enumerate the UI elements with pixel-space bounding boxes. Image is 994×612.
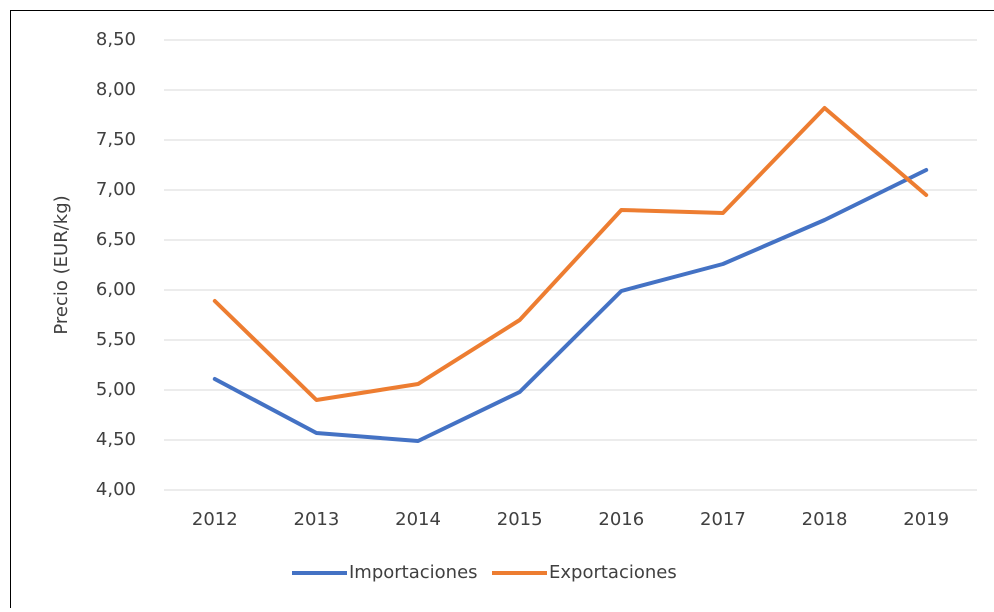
legend-label: Importaciones: [349, 562, 478, 583]
y-tick-label: 5,50: [96, 329, 136, 350]
x-tick-label: 2017: [700, 509, 746, 530]
y-axis-title: Precio (EUR/kg): [51, 195, 72, 334]
y-tick-label: 7,00: [96, 179, 136, 200]
y-tick-label: 5,00: [96, 379, 136, 400]
x-tick-label: 2013: [294, 509, 340, 530]
x-tick-label: 2019: [903, 509, 949, 530]
y-tick-label: 4,50: [96, 429, 136, 450]
y-tick-label: 7,50: [96, 129, 136, 150]
series-line: [215, 108, 926, 400]
y-tick-label: 4,00: [96, 479, 136, 500]
x-tick-label: 2012: [192, 509, 238, 530]
y-tick-label: 6,50: [96, 229, 136, 250]
x-tick-label: 2018: [802, 509, 848, 530]
y-tick-label: 8,50: [96, 29, 136, 50]
y-tick-label: 8,00: [96, 79, 136, 100]
x-tick-label: 2016: [598, 509, 644, 530]
x-tick-label: 2015: [497, 509, 543, 530]
legend-label: Exportaciones: [549, 562, 677, 583]
x-tick-label: 2014: [395, 509, 441, 530]
y-tick-label: 6,00: [96, 279, 136, 300]
